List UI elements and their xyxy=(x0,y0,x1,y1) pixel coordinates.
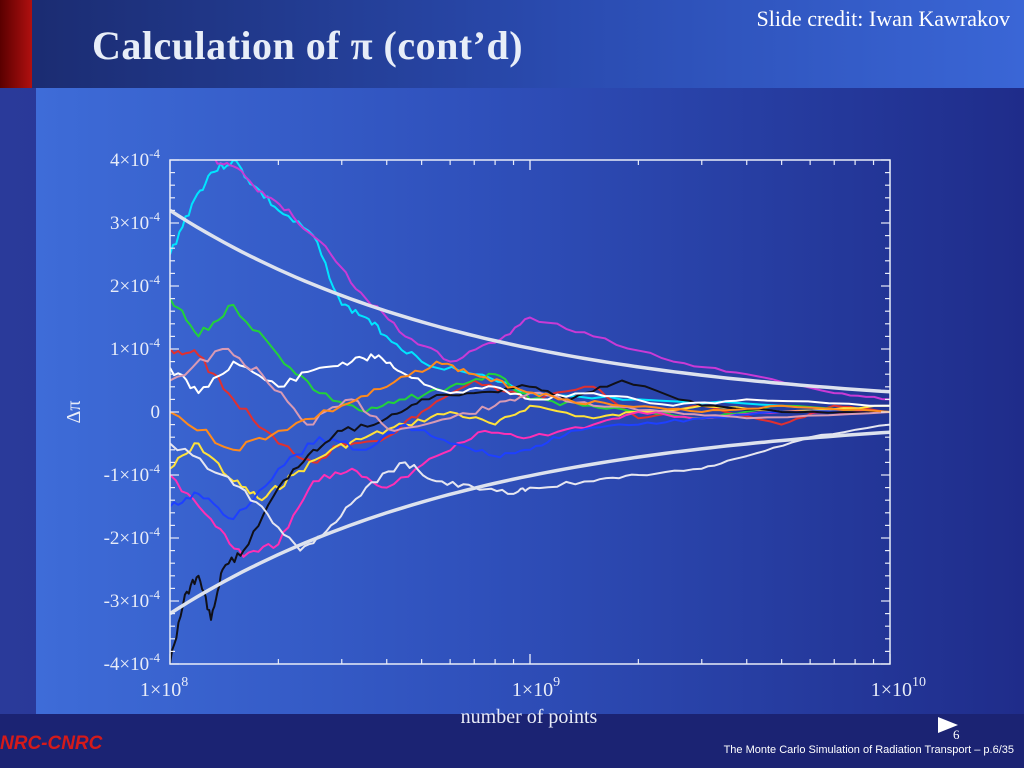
series-line-1 xyxy=(170,160,890,413)
series-line-6 xyxy=(170,410,890,558)
nrc-logo-text: NRC-CNRC xyxy=(0,733,103,754)
envelope-layer xyxy=(170,208,890,616)
y-tick-label: 0 xyxy=(151,402,161,423)
y-tick-label: 1×10-4 xyxy=(110,335,161,360)
series-line-2 xyxy=(211,160,890,401)
y-axis-label: Δπ xyxy=(63,401,85,424)
slide-footer xyxy=(0,714,1024,768)
tick-labels: 4×10-4 3×10-4 2×10-4 1×10-4 0 -1×10-4 -2×10-4 -… xyxy=(104,146,926,701)
x-axis-label: number of points xyxy=(461,706,598,728)
y-tick-label: 2×10-4 xyxy=(110,272,161,297)
series-line-8 xyxy=(170,379,890,664)
slide-credit: Slide credit: Iwan Kawrakov xyxy=(756,6,1010,31)
series-layer xyxy=(170,160,890,664)
next-slide-icon[interactable] xyxy=(938,717,958,733)
y-tick-label: 3×10-4 xyxy=(110,209,161,234)
envelope-upper xyxy=(170,208,890,394)
y-tick-label: 4×10-4 xyxy=(110,146,161,171)
x-tick-label: 1×1010 xyxy=(871,675,926,701)
series-line-12 xyxy=(170,360,890,452)
y-tick-label: -2×10-4 xyxy=(104,524,161,549)
content-panel xyxy=(36,88,1024,714)
footer-citation: The Monte Carlo Simulation of Radiation … xyxy=(723,744,1014,756)
y-tick-label: -3×10-4 xyxy=(104,587,161,612)
slide-header xyxy=(0,0,1024,88)
series-line-5 xyxy=(170,404,890,502)
x-tick-label: 1×109 xyxy=(512,675,560,701)
slide-title: Calculation of π (cont’d) xyxy=(92,23,524,68)
header-accent-bar xyxy=(0,0,32,88)
plot-frame xyxy=(169,159,891,665)
page-number: 6 xyxy=(953,727,960,742)
series-line-7 xyxy=(170,410,890,521)
y-tick-label: -4×10-4 xyxy=(104,650,161,675)
x-tick-label: 1×108 xyxy=(140,675,188,701)
y-tick-label: -1×10-4 xyxy=(104,461,161,486)
series-line-11 xyxy=(170,347,890,432)
envelope-lower xyxy=(170,430,890,616)
